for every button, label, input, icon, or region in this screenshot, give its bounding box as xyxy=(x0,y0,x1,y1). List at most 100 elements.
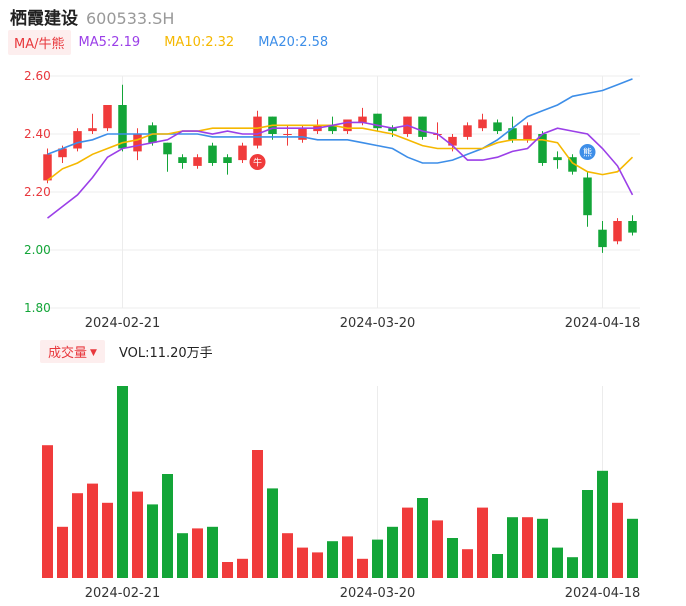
x-tick-label: 2024-04-18 xyxy=(565,586,641,601)
volume-bar xyxy=(567,557,578,578)
volume-bar xyxy=(372,539,383,578)
volume-bar xyxy=(117,386,128,578)
candlestick-chart[interactable]: 2.60 2.40 2.20 2.00 1.80 2024-02-21 2024-03-20… xyxy=(0,0,686,335)
candle-body xyxy=(178,157,187,163)
candle-body xyxy=(298,128,307,140)
volume-bar xyxy=(42,445,53,578)
ma-mode-button[interactable]: MA/牛熊 xyxy=(8,29,71,55)
stock-name: 栖霞建设 xyxy=(10,9,78,29)
candle-body xyxy=(463,125,472,137)
candle-body xyxy=(493,122,502,132)
volume-indicator-button[interactable]: 成交量 ▼ xyxy=(40,339,105,363)
marker-badge xyxy=(579,144,596,160)
candle-body xyxy=(43,154,52,181)
stock-code: 600533.SH xyxy=(86,9,175,28)
volume-bar xyxy=(432,520,443,578)
volume-bar xyxy=(447,538,458,578)
marker-badge xyxy=(249,154,266,170)
volume-bar xyxy=(177,533,188,578)
volume-bar xyxy=(147,504,158,578)
candle-body xyxy=(418,116,427,137)
volume-bar xyxy=(357,558,368,578)
volume-bar xyxy=(492,554,503,578)
bull-marker-icon: 牛 xyxy=(249,154,266,170)
ma-legend: MA/牛熊 MA5:2.19 MA10:2.32 MA20:2.58 xyxy=(8,29,352,55)
caret-down-icon: ▼ xyxy=(90,348,97,358)
candle-body xyxy=(328,125,337,132)
candle-body xyxy=(163,142,172,155)
volume-bar xyxy=(387,526,398,578)
candle-body xyxy=(133,134,142,152)
volume-bar xyxy=(102,502,113,578)
y-tick-label: 2.00 xyxy=(24,243,51,257)
ma20-line xyxy=(47,78,633,164)
volume-bar xyxy=(87,483,98,578)
candle-body xyxy=(253,116,262,146)
title-row: 栖霞建设 600533.SH xyxy=(10,4,175,29)
volume-bar xyxy=(162,474,173,578)
volume-bar xyxy=(627,518,638,578)
x-tick-label: 2024-02-21 xyxy=(85,586,161,601)
volume-bar xyxy=(297,547,308,578)
ma5-line xyxy=(47,121,634,219)
candle-body xyxy=(58,148,67,158)
candle-body xyxy=(613,221,622,242)
volume-bar xyxy=(267,488,278,578)
x-tick-label: 2024-03-20 xyxy=(340,316,416,331)
volume-bar xyxy=(582,490,593,578)
candle-body xyxy=(508,128,517,140)
volume-legend: 成交量 ▼ VOL:11.20万手 xyxy=(40,339,213,363)
volume-button-label: 成交量 xyxy=(48,345,88,361)
volume-bar xyxy=(132,491,143,578)
volume-bar xyxy=(207,526,218,578)
candle-body xyxy=(208,145,217,163)
volume-bar xyxy=(282,533,293,578)
volume-bar xyxy=(597,470,608,578)
candle-body xyxy=(238,145,247,161)
bear-marker-icon: 熊 xyxy=(579,144,596,160)
candle-body xyxy=(598,229,607,248)
candle-body xyxy=(193,157,202,166)
candle-body xyxy=(118,105,127,149)
candle-body xyxy=(73,131,82,149)
volume-bar xyxy=(237,558,248,578)
ma10-line xyxy=(47,124,634,182)
volume-bar xyxy=(417,498,428,578)
volume-bar xyxy=(402,507,413,578)
candle-body xyxy=(568,157,577,172)
volume-bar xyxy=(477,507,488,578)
x-tick-label: 2024-02-21 xyxy=(85,316,161,331)
volume-bar xyxy=(192,528,203,578)
volume-bar xyxy=(327,541,338,578)
y-tick-label: 2.40 xyxy=(24,127,51,141)
y-tick-label: 1.80 xyxy=(24,301,51,315)
volume-bar xyxy=(252,450,263,578)
volume-bar xyxy=(222,562,233,578)
candle-body xyxy=(448,136,457,146)
candle-body xyxy=(373,113,382,129)
marker-label: 牛 xyxy=(253,157,262,169)
candle-body xyxy=(523,125,532,140)
candle-body xyxy=(223,157,232,163)
y-tick-label: 2.60 xyxy=(24,69,51,83)
volume-bar xyxy=(312,552,323,578)
volume-bar xyxy=(342,536,353,578)
volume-bar xyxy=(57,526,68,578)
marker-label: 熊 xyxy=(583,147,592,159)
candle-body xyxy=(388,128,397,132)
candle-body xyxy=(583,177,592,216)
volume-bar xyxy=(462,549,473,578)
x-tick-label: 2024-03-20 xyxy=(340,586,416,601)
volume-bar xyxy=(612,502,623,578)
candle-body xyxy=(103,105,112,129)
y-tick-label: 2.20 xyxy=(24,185,51,199)
volume-value-label: VOL:11.20万手 xyxy=(118,345,213,361)
candle-body xyxy=(478,119,487,129)
volume-bar xyxy=(552,547,563,578)
volume-bar xyxy=(537,518,548,578)
candle-body xyxy=(283,134,292,135)
candle-body xyxy=(628,221,637,233)
candle-body xyxy=(358,116,367,123)
x-tick-label: 2024-04-18 xyxy=(565,316,641,331)
candle-body xyxy=(538,134,547,163)
